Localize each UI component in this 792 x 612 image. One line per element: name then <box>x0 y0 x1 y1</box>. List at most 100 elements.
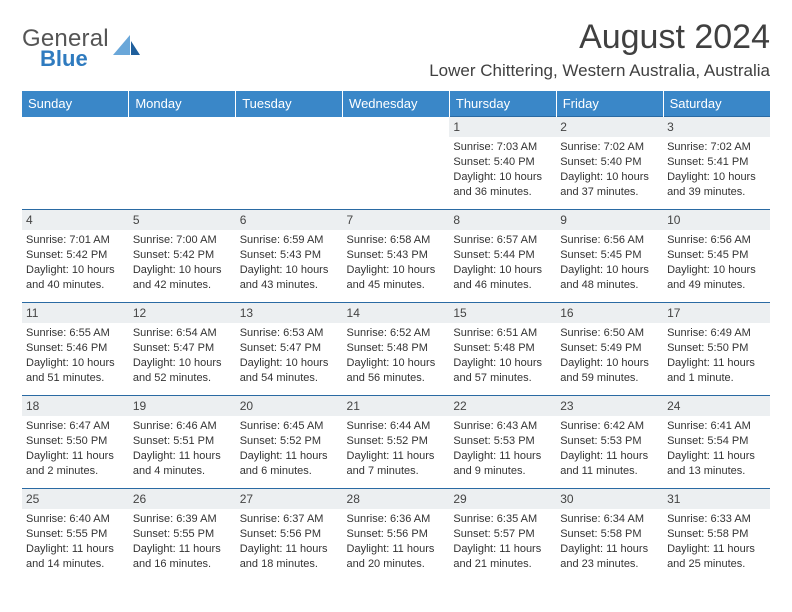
daylight-text-line1: Daylight: 10 hours <box>347 263 446 278</box>
calendar-day-cell: 4Sunrise: 7:01 AMSunset: 5:42 PMDaylight… <box>22 210 129 303</box>
sunset-text: Sunset: 5:40 PM <box>560 155 659 170</box>
sunset-text: Sunset: 5:54 PM <box>667 434 766 449</box>
calendar-day-cell: 1Sunrise: 7:03 AMSunset: 5:40 PMDaylight… <box>449 117 556 210</box>
calendar-day-cell: 2Sunrise: 7:02 AMSunset: 5:40 PMDaylight… <box>556 117 663 210</box>
daylight-text-line1: Daylight: 11 hours <box>240 449 339 464</box>
daylight-text-line1: Daylight: 10 hours <box>453 356 552 371</box>
calendar-day-cell: 17Sunrise: 6:49 AMSunset: 5:50 PMDayligh… <box>663 303 770 396</box>
calendar-day-cell: 28Sunrise: 6:36 AMSunset: 5:56 PMDayligh… <box>343 489 450 582</box>
weekday-header: Sunday <box>22 91 129 117</box>
sunrise-text: Sunrise: 6:59 AM <box>240 233 339 248</box>
daylight-text-line2: and 23 minutes. <box>560 557 659 572</box>
calendar-day-cell: 31Sunrise: 6:33 AMSunset: 5:58 PMDayligh… <box>663 489 770 582</box>
day-number: 9 <box>556 210 663 230</box>
daylight-text-line1: Daylight: 10 hours <box>26 356 125 371</box>
day-number: 25 <box>22 489 129 509</box>
daylight-text-line1: Daylight: 11 hours <box>560 542 659 557</box>
daylight-text-line2: and 21 minutes. <box>453 557 552 572</box>
sunrise-text: Sunrise: 6:51 AM <box>453 326 552 341</box>
daylight-text-line2: and 20 minutes. <box>347 557 446 572</box>
sail-icon <box>113 33 141 64</box>
sunrise-text: Sunrise: 6:47 AM <box>26 419 125 434</box>
weekday-header: Tuesday <box>236 91 343 117</box>
calendar-day-cell: 22Sunrise: 6:43 AMSunset: 5:53 PMDayligh… <box>449 396 556 489</box>
sunset-text: Sunset: 5:48 PM <box>347 341 446 356</box>
sunrise-text: Sunrise: 7:01 AM <box>26 233 125 248</box>
sunrise-text: Sunrise: 7:03 AM <box>453 140 552 155</box>
day-number: 6 <box>236 210 343 230</box>
sunrise-text: Sunrise: 6:54 AM <box>133 326 232 341</box>
sunrise-text: Sunrise: 6:36 AM <box>347 512 446 527</box>
sunrise-text: Sunrise: 6:57 AM <box>453 233 552 248</box>
daylight-text-line1: Daylight: 10 hours <box>26 263 125 278</box>
sunset-text: Sunset: 5:56 PM <box>347 527 446 542</box>
sunset-text: Sunset: 5:42 PM <box>26 248 125 263</box>
daylight-text-line2: and 49 minutes. <box>667 278 766 293</box>
day-number: 1 <box>449 117 556 137</box>
calendar-day-cell: 23Sunrise: 6:42 AMSunset: 5:53 PMDayligh… <box>556 396 663 489</box>
calendar-page: General Blue August 2024 Lower Chitterin… <box>0 0 792 581</box>
day-number: 3 <box>663 117 770 137</box>
daylight-text-line2: and 37 minutes. <box>560 185 659 200</box>
calendar-day-cell: 12Sunrise: 6:54 AMSunset: 5:47 PMDayligh… <box>129 303 236 396</box>
daylight-text-line2: and 54 minutes. <box>240 371 339 386</box>
sunset-text: Sunset: 5:52 PM <box>240 434 339 449</box>
sunset-text: Sunset: 5:50 PM <box>26 434 125 449</box>
page-subtitle: Lower Chittering, Western Australia, Aus… <box>429 61 770 81</box>
daylight-text-line2: and 45 minutes. <box>347 278 446 293</box>
calendar-day-cell: 8Sunrise: 6:57 AMSunset: 5:44 PMDaylight… <box>449 210 556 303</box>
daylight-text-line2: and 40 minutes. <box>26 278 125 293</box>
sunrise-text: Sunrise: 6:34 AM <box>560 512 659 527</box>
calendar-day-cell: 21Sunrise: 6:44 AMSunset: 5:52 PMDayligh… <box>343 396 450 489</box>
calendar-body: 1Sunrise: 7:03 AMSunset: 5:40 PMDaylight… <box>22 117 770 582</box>
calendar-day-cell: 29Sunrise: 6:35 AMSunset: 5:57 PMDayligh… <box>449 489 556 582</box>
calendar-day-cell: 14Sunrise: 6:52 AMSunset: 5:48 PMDayligh… <box>343 303 450 396</box>
daylight-text-line1: Daylight: 11 hours <box>26 542 125 557</box>
daylight-text-line1: Daylight: 10 hours <box>453 263 552 278</box>
daylight-text-line2: and 9 minutes. <box>453 464 552 479</box>
calendar-day-cell <box>129 117 236 210</box>
sunrise-text: Sunrise: 6:58 AM <box>347 233 446 248</box>
sunset-text: Sunset: 5:46 PM <box>26 341 125 356</box>
calendar-day-cell: 10Sunrise: 6:56 AMSunset: 5:45 PMDayligh… <box>663 210 770 303</box>
sunset-text: Sunset: 5:55 PM <box>133 527 232 542</box>
daylight-text-line2: and 2 minutes. <box>26 464 125 479</box>
daylight-text-line1: Daylight: 11 hours <box>453 542 552 557</box>
sunset-text: Sunset: 5:43 PM <box>347 248 446 263</box>
day-number: 23 <box>556 396 663 416</box>
sunset-text: Sunset: 5:45 PM <box>560 248 659 263</box>
calendar-week-row: 4Sunrise: 7:01 AMSunset: 5:42 PMDaylight… <box>22 210 770 303</box>
daylight-text-line1: Daylight: 11 hours <box>133 542 232 557</box>
daylight-text-line2: and 36 minutes. <box>453 185 552 200</box>
sunset-text: Sunset: 5:55 PM <box>26 527 125 542</box>
day-number: 31 <box>663 489 770 509</box>
day-number: 30 <box>556 489 663 509</box>
calendar-day-cell: 30Sunrise: 6:34 AMSunset: 5:58 PMDayligh… <box>556 489 663 582</box>
daylight-text-line1: Daylight: 10 hours <box>347 356 446 371</box>
calendar-day-cell: 15Sunrise: 6:51 AMSunset: 5:48 PMDayligh… <box>449 303 556 396</box>
daylight-text-line1: Daylight: 10 hours <box>560 170 659 185</box>
daylight-text-line1: Daylight: 11 hours <box>347 449 446 464</box>
header-bar: General Blue August 2024 Lower Chitterin… <box>22 18 770 81</box>
sunset-text: Sunset: 5:58 PM <box>667 527 766 542</box>
day-number: 8 <box>449 210 556 230</box>
daylight-text-line1: Daylight: 11 hours <box>667 449 766 464</box>
day-number: 18 <box>22 396 129 416</box>
calendar-day-cell: 13Sunrise: 6:53 AMSunset: 5:47 PMDayligh… <box>236 303 343 396</box>
day-number: 21 <box>343 396 450 416</box>
calendar-day-cell: 27Sunrise: 6:37 AMSunset: 5:56 PMDayligh… <box>236 489 343 582</box>
sunset-text: Sunset: 5:40 PM <box>453 155 552 170</box>
day-number: 7 <box>343 210 450 230</box>
daylight-text-line1: Daylight: 10 hours <box>240 356 339 371</box>
brand-text: General Blue <box>22 26 109 70</box>
calendar-day-cell <box>22 117 129 210</box>
sunrise-text: Sunrise: 6:43 AM <box>453 419 552 434</box>
weekday-header: Thursday <box>449 91 556 117</box>
calendar-day-cell: 20Sunrise: 6:45 AMSunset: 5:52 PMDayligh… <box>236 396 343 489</box>
calendar-table: Sunday Monday Tuesday Wednesday Thursday… <box>22 91 770 581</box>
day-number: 22 <box>449 396 556 416</box>
daylight-text-line2: and 4 minutes. <box>133 464 232 479</box>
daylight-text-line2: and 57 minutes. <box>453 371 552 386</box>
day-number: 19 <box>129 396 236 416</box>
day-number: 11 <box>22 303 129 323</box>
